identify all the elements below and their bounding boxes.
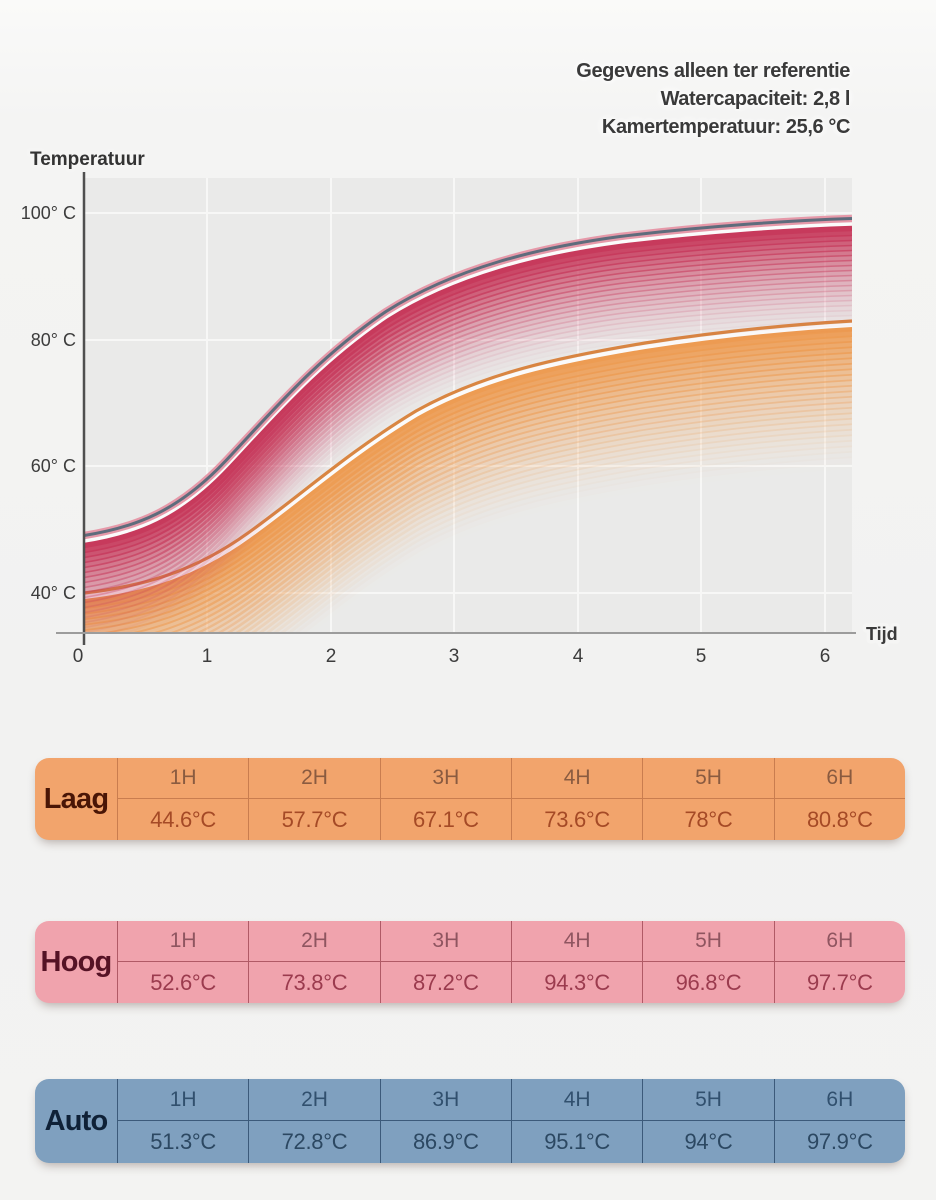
hoog-header-5h: 5H: [642, 921, 774, 962]
reference-note-line2: Watercapaciteit: 2,8 l: [660, 88, 851, 110]
hoog-value-3h: 87.2°C: [379, 962, 511, 1003]
x-tick-labels: 0 1 2 3 4 5 6: [73, 646, 831, 667]
laag-value-1h: 44.6°C: [117, 799, 248, 840]
hoog-header-6h: 6H: [773, 921, 905, 962]
auto-header-1h: 1H: [117, 1079, 249, 1121]
laag-table-label: Laag: [43, 782, 109, 815]
hoog-header-2h: 2H: [248, 921, 380, 962]
x-tick-1: 1: [202, 646, 213, 667]
hoog-value-1h: 52.6°C: [117, 962, 248, 1003]
auto-value-2h: 72.8°C: [248, 1121, 379, 1163]
hoog-value-2h: 73.8°C: [248, 962, 379, 1003]
auto-header-4h: 4H: [510, 1079, 643, 1121]
laag-header-2h: 2H: [248, 758, 380, 799]
hoog-value-4h: 94.3°C: [510, 962, 642, 1003]
y-tick-60: 60° C: [31, 456, 76, 476]
hoog-header-4h: 4H: [510, 921, 643, 962]
laag-value-4h: 73.6°C: [510, 799, 642, 840]
reference-note-line3: Kamertemperatuur: 25,6 °C: [601, 116, 850, 138]
x-axis-title: Tijd: [866, 624, 898, 644]
auto-header-5h: 5H: [642, 1079, 774, 1121]
x-tick-3: 3: [449, 646, 460, 667]
reference-note: Gegevens alleen ter referentie Watercapa…: [576, 57, 850, 141]
laag-value-3h: 67.1°C: [379, 799, 511, 840]
hoog-header-1h: 1H: [117, 921, 249, 962]
laag-header-1h: 1H: [117, 758, 249, 799]
temperature-time-chart: Temperatuur Tijd 100° C 80° C 60° C 40° …: [20, 149, 898, 667]
laag-header-5h: 5H: [642, 758, 774, 799]
x-tick-4: 4: [573, 646, 584, 667]
hoog-value-5h: 96.8°C: [642, 962, 773, 1003]
y-axis-title: Temperatuur: [30, 149, 145, 170]
x-tick-0: 0: [73, 646, 84, 667]
laag-value-2h: 57.7°C: [248, 799, 379, 840]
laag-value-5h: 78°C: [642, 799, 773, 840]
y-tick-40: 40° C: [31, 583, 76, 603]
auto-value-1h: 51.3°C: [117, 1121, 248, 1163]
x-tick-5: 5: [696, 646, 707, 667]
hoog-table-label: Hoog: [40, 945, 113, 978]
reference-note-line1: Gegevens alleen ter referentie: [576, 60, 850, 82]
auto-value-5h: 94°C: [642, 1121, 773, 1163]
auto-header-2h: 2H: [248, 1079, 380, 1121]
auto-table-label: Auto: [44, 1104, 109, 1137]
auto-value-3h: 86.9°C: [379, 1121, 511, 1163]
auto-table: Auto 1H 2H 3H 4H 5H 6H 51.3°C 72.8°C 86.…: [35, 1079, 905, 1163]
y-tick-labels: 100° C 80° C 60° C 40° C: [21, 203, 76, 603]
hoog-table: Hoog 1H 2H 3H 4H 5H 6H 52.6°C 73.8°C 87.…: [35, 921, 905, 1003]
hoog-value-6h: 97.7°C: [773, 962, 905, 1003]
laag-header-3h: 3H: [379, 758, 511, 799]
laag-table: Laag 1H 2H 3H 4H 5H 6H 44.6°C 57.7°C 67.…: [35, 758, 905, 840]
hoog-header-3h: 3H: [379, 921, 511, 962]
auto-value-6h: 97.9°C: [773, 1121, 905, 1163]
laag-value-6h: 80.8°C: [773, 799, 905, 840]
y-tick-80: 80° C: [31, 330, 76, 350]
x-tick-6: 6: [820, 646, 831, 667]
laag-header-6h: 6H: [773, 758, 905, 799]
auto-header-3h: 3H: [379, 1079, 511, 1121]
auto-value-4h: 95.1°C: [510, 1121, 642, 1163]
laag-header-4h: 4H: [510, 758, 643, 799]
x-tick-2: 2: [326, 646, 337, 667]
auto-header-6h: 6H: [773, 1079, 905, 1121]
y-tick-100: 100° C: [21, 203, 76, 223]
